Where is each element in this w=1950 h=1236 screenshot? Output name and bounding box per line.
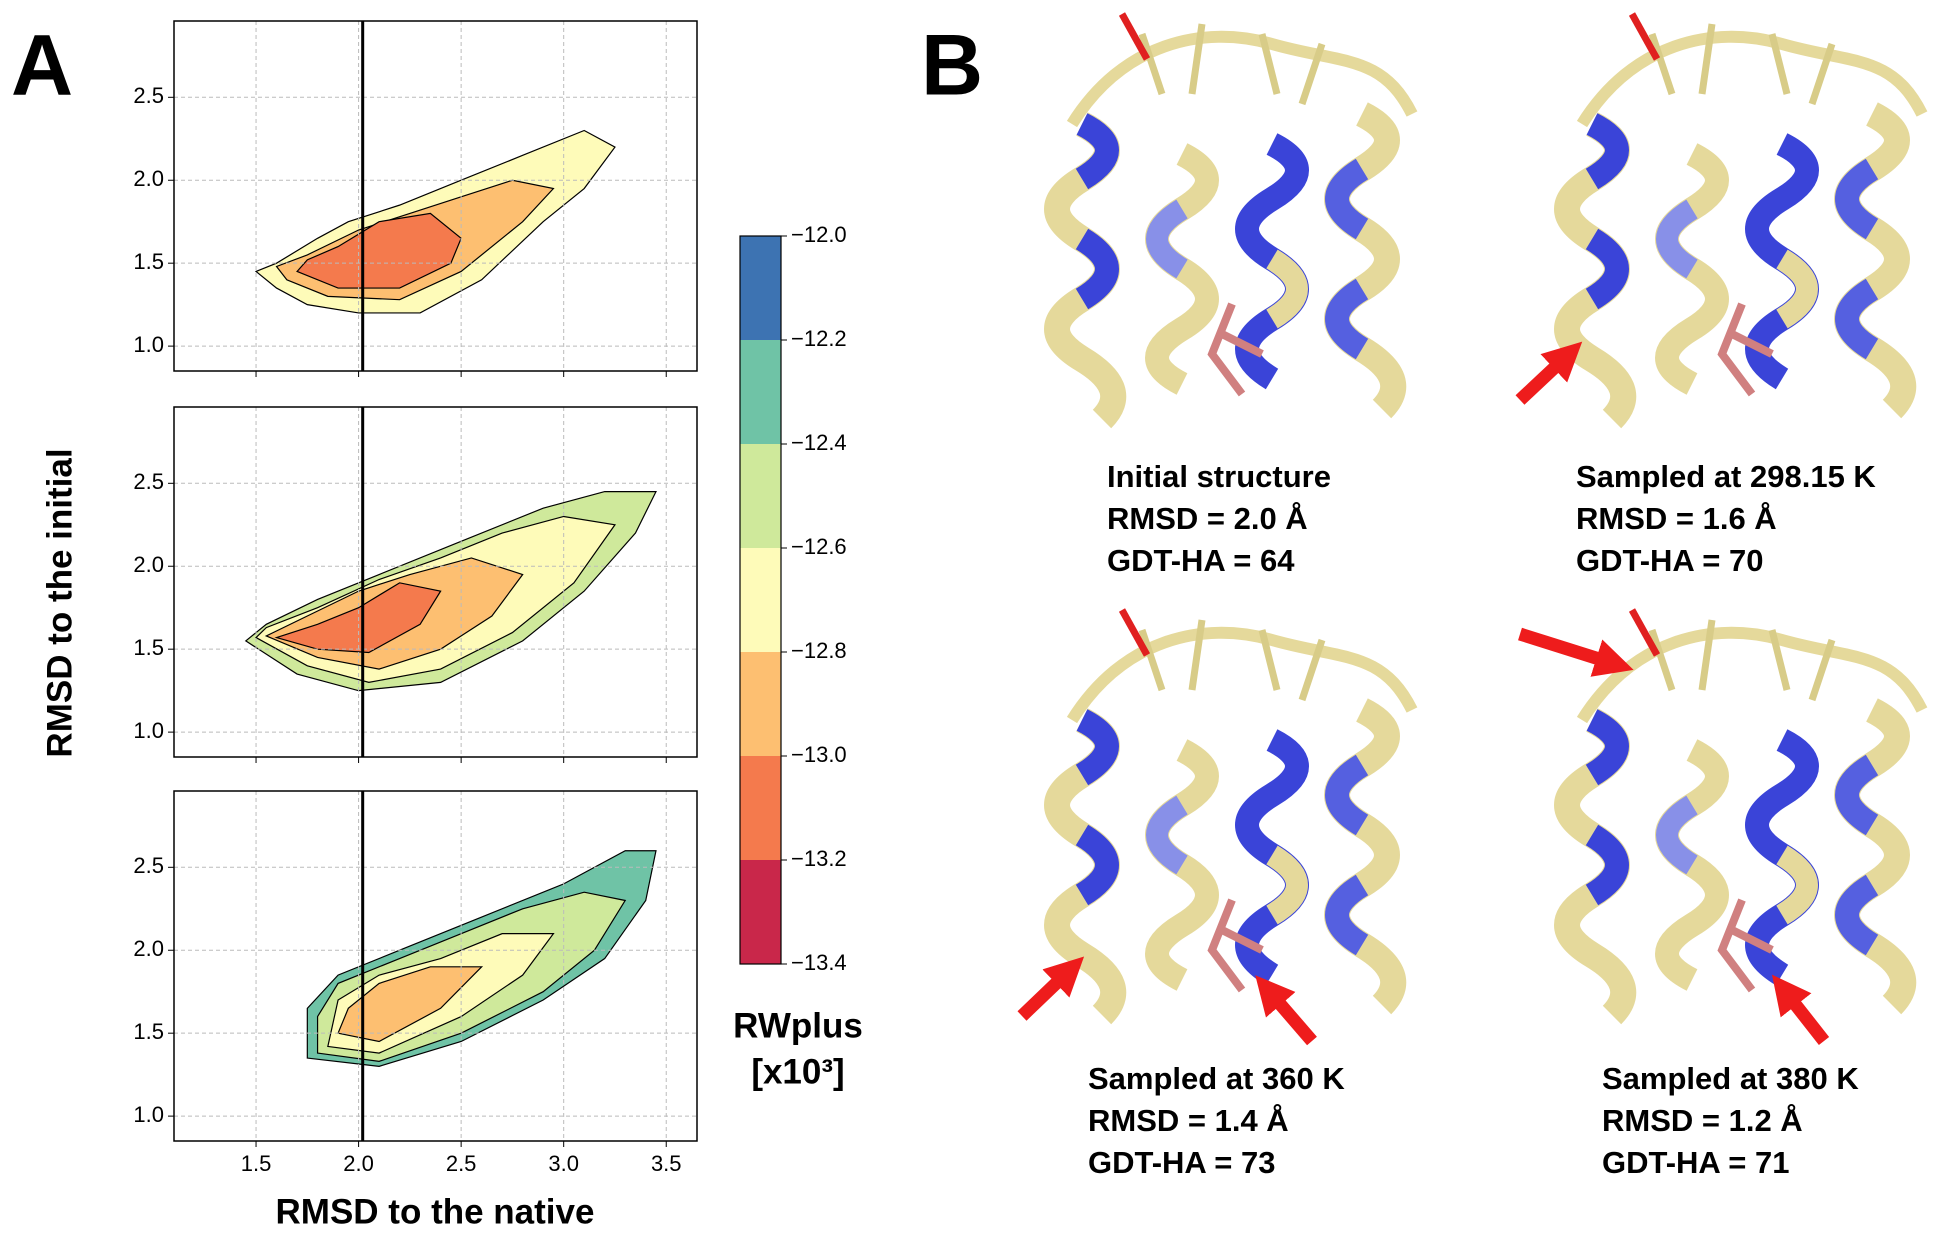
y-tick-label: 1.5 — [133, 249, 164, 274]
caption-line: RMSD = 2.0 Å — [1107, 501, 1308, 536]
panel-label: A — [11, 18, 73, 114]
caption-line: GDT-HA = 71 — [1602, 1145, 1789, 1180]
y-tick-label: 2.0 — [133, 936, 164, 961]
caption-line: GDT-HA = 64 — [1107, 543, 1295, 578]
caption-line: Initial structure — [1107, 459, 1331, 494]
colorbar-swatch — [740, 236, 781, 340]
caption-line: RMSD = 1.6 Å — [1576, 501, 1777, 536]
caption-line: Sampled at 298.15 K — [1576, 459, 1876, 494]
colorbar-tick-label: −12.0 — [791, 222, 847, 247]
y-tick-label: 1.0 — [133, 332, 164, 357]
x-tick-label: 2.5 — [446, 1151, 477, 1176]
structure-image — [1057, 14, 1412, 419]
colorbar-unit: [x10³] — [751, 1052, 844, 1091]
y-tick-label: 2.0 — [133, 166, 164, 191]
colorbar-swatch — [740, 340, 781, 444]
structure-image — [1057, 610, 1412, 1015]
structure-image — [1567, 610, 1922, 1015]
y-tick-label: 2.5 — [133, 83, 164, 108]
colorbar-tick-label: −13.2 — [791, 846, 847, 871]
plot-frame — [173, 20, 698, 372]
structure-image — [1567, 14, 1922, 419]
panel-label: B — [921, 18, 983, 114]
y-axis-label: RMSD to the initial — [40, 448, 79, 757]
y-tick-label: 1.0 — [133, 718, 164, 743]
caption-line: GDT-HA = 73 — [1088, 1145, 1275, 1180]
caption-line: RMSD = 1.2 Å — [1602, 1103, 1803, 1138]
colorbar-swatch — [740, 756, 781, 860]
plot-frame — [173, 406, 698, 758]
colorbar-tick-label: −12.6 — [791, 534, 847, 559]
plot-area — [174, 407, 697, 757]
plot-area — [174, 21, 697, 371]
y-tick-label: 1.5 — [133, 635, 164, 660]
contour-region — [337, 966, 484, 1043]
colorbar-tick-label: −12.2 — [791, 326, 847, 351]
x-axis-label: RMSD to the native — [276, 1192, 595, 1231]
y-tick-label: 2.5 — [133, 469, 164, 494]
x-tick-label: 2.0 — [343, 1151, 374, 1176]
colorbar-label: RWplus — [733, 1006, 863, 1045]
y-tick-label: 2.0 — [133, 552, 164, 577]
colorbar-swatch — [740, 652, 781, 756]
plot-area — [174, 791, 697, 1141]
y-tick-label: 1.0 — [133, 1102, 164, 1127]
colorbar-tick-label: −12.8 — [791, 638, 847, 663]
caption-line: RMSD = 1.4 Å — [1088, 1103, 1289, 1138]
x-tick-label: 3.5 — [651, 1151, 682, 1176]
caption-line: Sampled at 380 K — [1602, 1061, 1859, 1096]
contour-region — [296, 212, 462, 289]
colorbar-tick-label: −13.0 — [791, 742, 847, 767]
colorbar-swatch — [740, 860, 781, 964]
colorbar-swatch — [740, 548, 781, 652]
x-tick-label: 1.5 — [241, 1151, 272, 1176]
y-tick-label: 1.5 — [133, 1019, 164, 1044]
caption-line: GDT-HA = 70 — [1576, 543, 1763, 578]
colorbar-frame — [739, 235, 782, 965]
caption-line: Sampled at 360 K — [1088, 1061, 1345, 1096]
x-tick-label: 3.0 — [548, 1151, 579, 1176]
colorbar-tick-label: −13.4 — [791, 950, 847, 975]
colorbar-swatch — [740, 444, 781, 548]
plot-frame — [173, 790, 698, 1142]
colorbar-tick-label: −12.4 — [791, 430, 847, 455]
y-tick-label: 2.5 — [133, 853, 164, 878]
arrows — [1017, 341, 1830, 1046]
